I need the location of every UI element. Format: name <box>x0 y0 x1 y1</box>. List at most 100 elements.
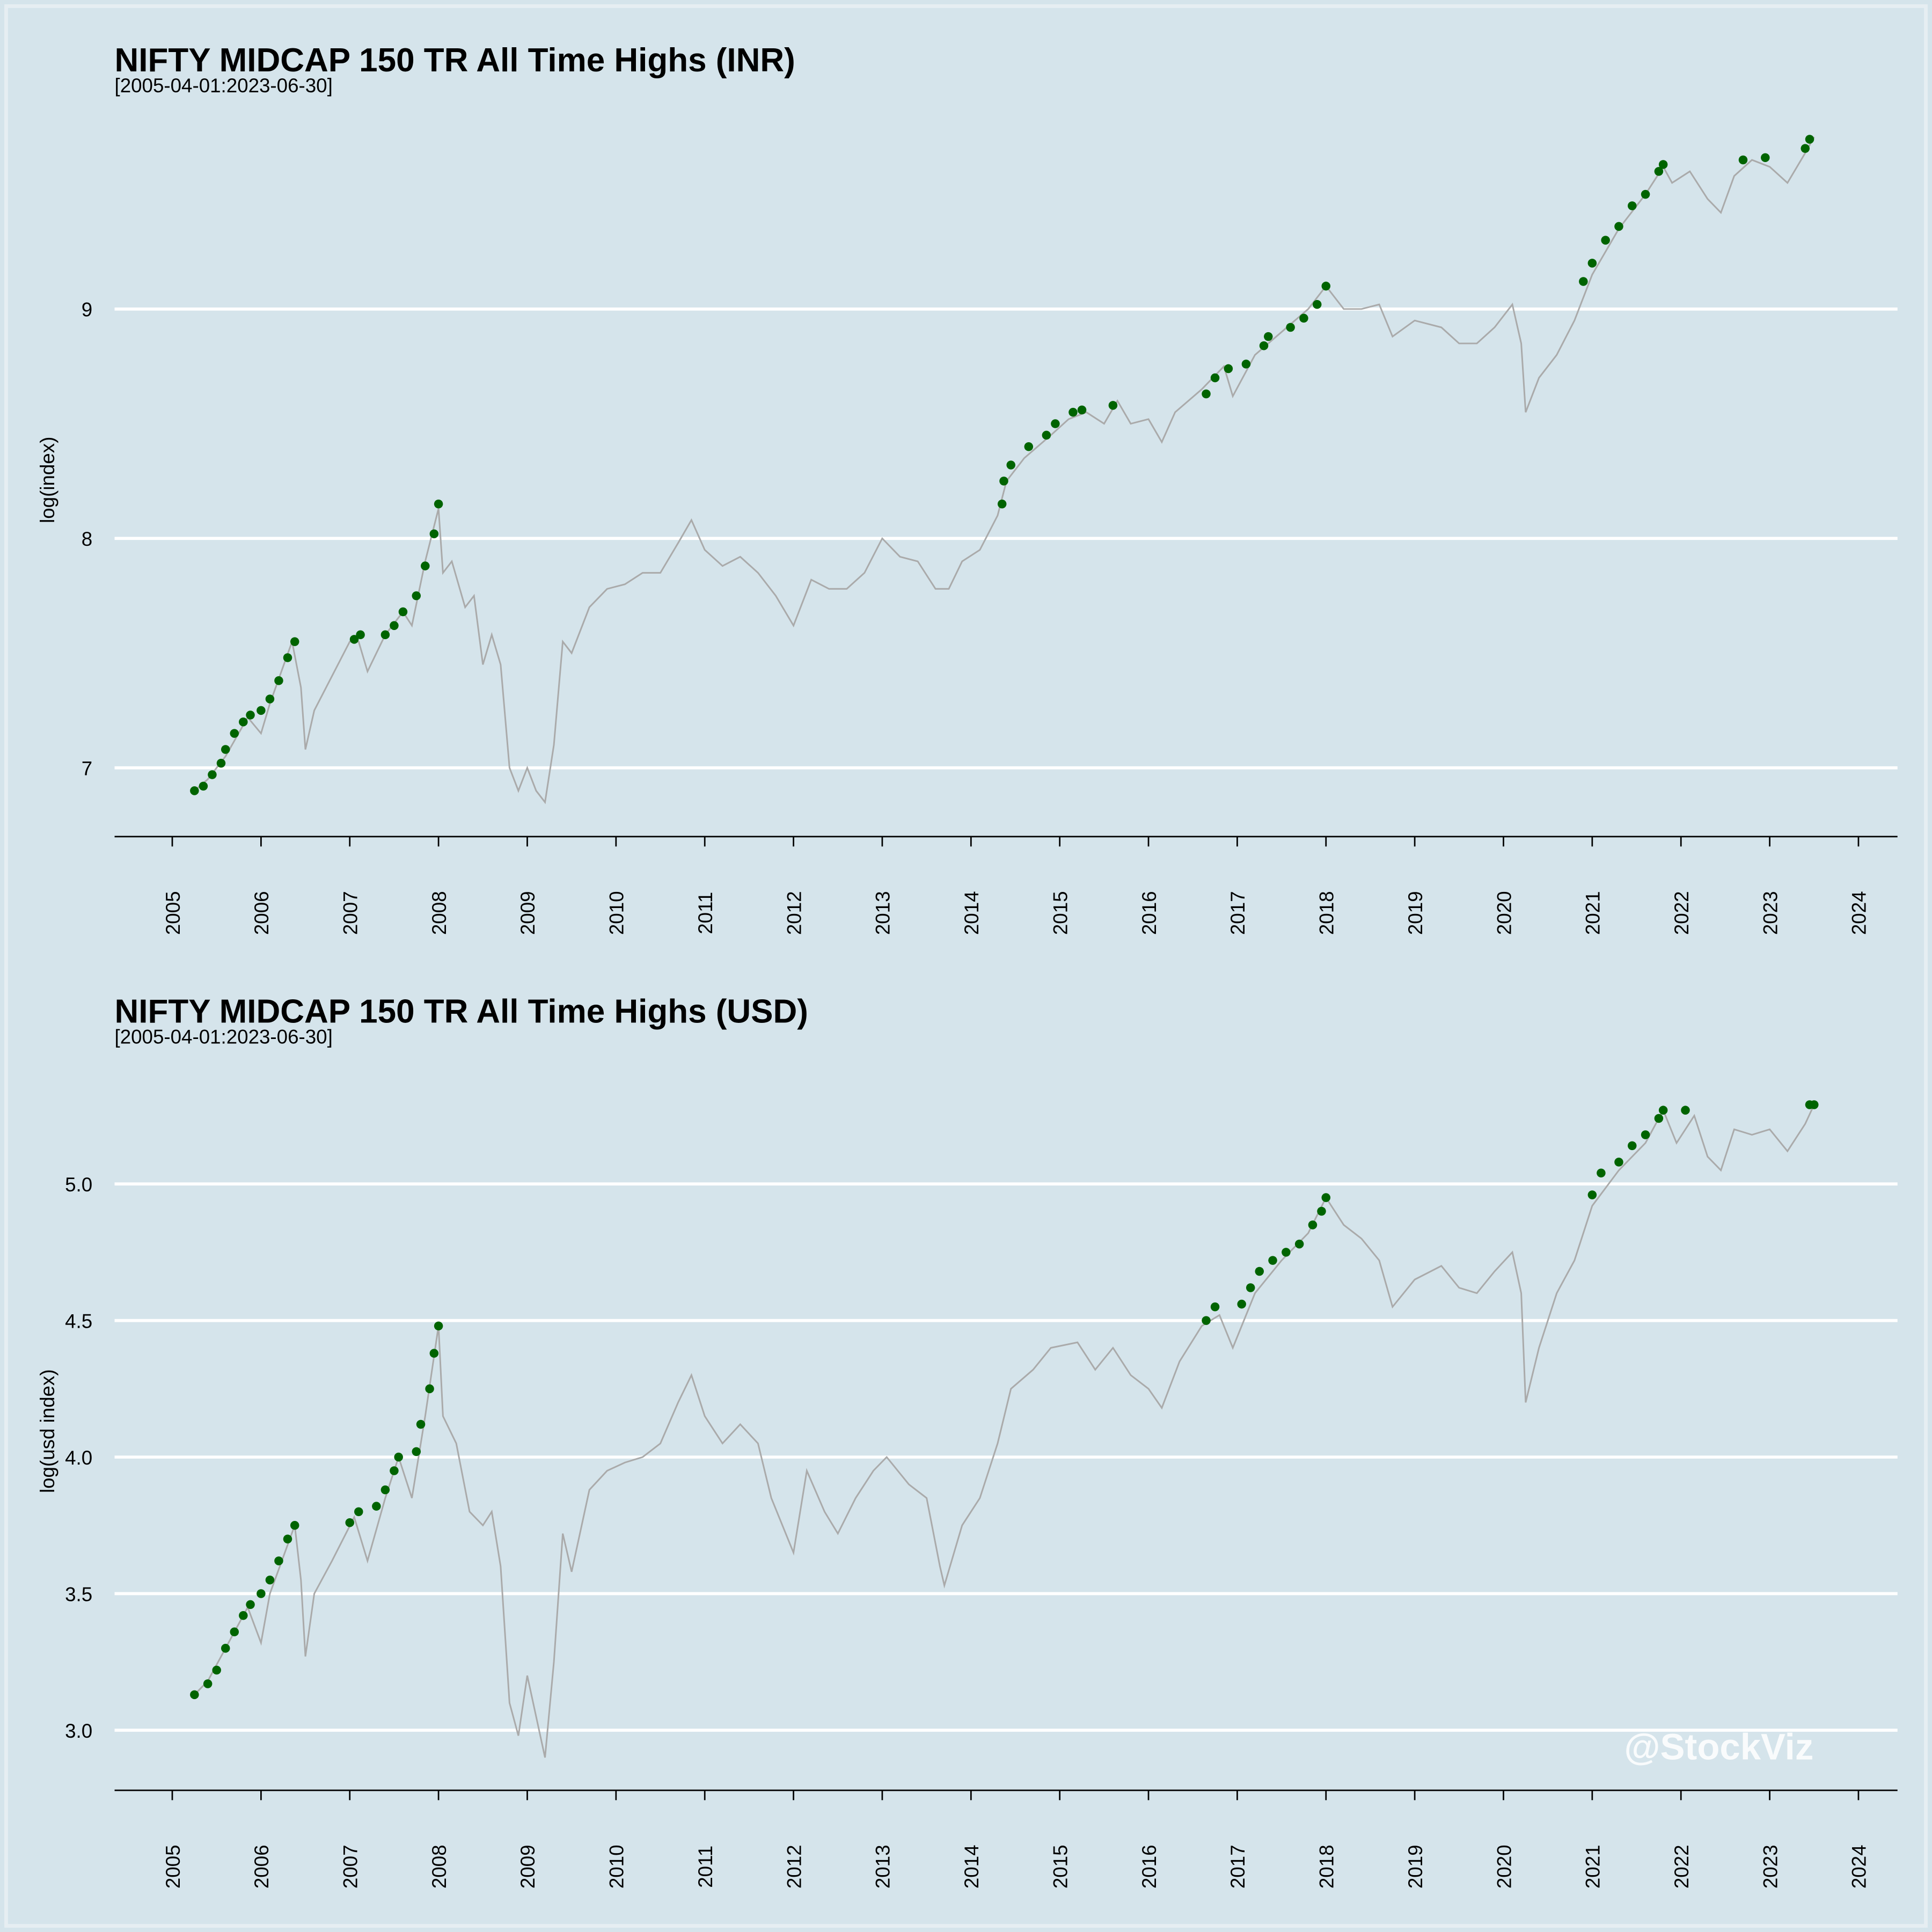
y-tick-label: 8 <box>82 528 92 550</box>
y-tick-label: 5.0 <box>65 1174 92 1196</box>
x-tick-label: 2019 <box>1404 891 1426 935</box>
y-tick-label: 3.0 <box>65 1720 92 1742</box>
ath-point <box>1282 1248 1291 1257</box>
ath-point <box>1006 460 1015 470</box>
ath-point <box>230 1627 239 1637</box>
ath-point <box>380 630 390 640</box>
y-tick-label: 9 <box>82 299 92 321</box>
ath-point <box>999 477 1008 486</box>
x-tick-label: 2005 <box>162 891 184 935</box>
x-tick-label: 2007 <box>340 891 362 935</box>
x-tick-label: 2009 <box>517 891 539 935</box>
ath-point <box>345 1518 355 1527</box>
ath-point <box>1614 1158 1623 1167</box>
x-tick-label: 2010 <box>606 1845 628 1889</box>
ath-point <box>1801 144 1810 153</box>
ath-point <box>1312 300 1322 309</box>
ath-point <box>1628 1141 1637 1151</box>
ath-point <box>356 630 365 640</box>
x-tick-label: 2024 <box>1848 891 1870 935</box>
ath-point <box>1241 360 1251 369</box>
x-tick-label: 2016 <box>1138 891 1160 935</box>
ath-point <box>412 591 421 601</box>
ath-point <box>1210 1302 1220 1312</box>
ath-point <box>1587 259 1597 268</box>
ath-point <box>239 1611 248 1620</box>
ath-point <box>412 1447 421 1457</box>
ath-point <box>1294 1239 1304 1249</box>
ath-point <box>380 1485 390 1495</box>
ath-point <box>1587 1190 1597 1199</box>
x-tick-label: 2024 <box>1848 1845 1870 1889</box>
ath-point <box>434 1321 443 1331</box>
ath-point <box>1051 419 1060 428</box>
x-tick-label: 2018 <box>1316 1845 1338 1889</box>
ath-point <box>1259 341 1269 350</box>
ath-point <box>1246 1283 1255 1292</box>
x-tick-label: 2019 <box>1404 1845 1426 1889</box>
ath-point <box>1042 430 1051 440</box>
ath-point <box>1761 153 1770 162</box>
ath-point <box>246 1600 255 1609</box>
x-tick-label: 2007 <box>340 1845 362 1889</box>
x-tick-label: 2015 <box>1049 1845 1071 1889</box>
ath-point <box>349 635 359 644</box>
ath-point <box>1077 405 1087 415</box>
y-axis-label: log(index) <box>36 437 58 523</box>
ath-point <box>1224 364 1233 374</box>
x-tick-label: 2010 <box>606 891 628 935</box>
ath-point <box>274 676 283 685</box>
ath-point <box>212 1665 221 1675</box>
ath-point <box>246 711 255 720</box>
ath-point <box>283 653 292 662</box>
ath-point <box>265 1575 275 1585</box>
ath-point <box>199 781 208 791</box>
x-tick-label: 2012 <box>783 891 805 935</box>
x-tick-label: 2017 <box>1227 891 1249 935</box>
x-tick-label: 2017 <box>1227 1845 1249 1889</box>
ath-point <box>1024 442 1034 451</box>
ath-point <box>1308 1220 1318 1230</box>
x-tick-label: 2006 <box>251 1845 273 1889</box>
ath-point <box>203 1679 213 1688</box>
chart-subtitle: [2005-04-01:2023-06-30] <box>115 1026 333 1048</box>
x-tick-label: 2008 <box>428 1845 450 1889</box>
x-tick-label: 2020 <box>1493 891 1515 935</box>
ath-point <box>429 1349 439 1358</box>
ath-point <box>221 745 230 754</box>
ath-point <box>390 1466 399 1475</box>
price-line <box>194 1104 1815 1758</box>
ath-point <box>1255 1267 1264 1276</box>
ath-point <box>425 1384 434 1394</box>
ath-point <box>1810 1100 1819 1109</box>
ath-point <box>398 607 408 617</box>
ath-point <box>1654 1114 1664 1123</box>
ath-point <box>290 637 299 646</box>
x-tick-label: 2011 <box>694 1846 716 1888</box>
x-tick-label: 2005 <box>162 1845 184 1889</box>
ath-point <box>1299 313 1308 323</box>
ath-point <box>1317 1206 1326 1216</box>
y-tick-label: 4.0 <box>65 1447 92 1469</box>
ath-point <box>390 621 399 630</box>
chart-title: NIFTY MIDCAP 150 TR All Time Highs (USD) <box>115 993 808 1030</box>
ath-point <box>1264 332 1273 341</box>
x-tick-label: 2022 <box>1671 1845 1693 1889</box>
x-tick-label: 2006 <box>251 891 273 935</box>
chart-title: NIFTY MIDCAP 150 TR All Time Highs (INR) <box>115 42 795 79</box>
x-tick-label: 2016 <box>1138 1845 1160 1889</box>
ath-point <box>1738 155 1748 165</box>
x-tick-label: 2013 <box>872 1845 894 1889</box>
ath-point <box>1321 281 1331 291</box>
ath-point <box>1681 1106 1690 1115</box>
ath-point <box>265 694 275 704</box>
ath-point <box>1321 1193 1331 1202</box>
x-tick-label: 2023 <box>1759 891 1781 935</box>
ath-point <box>1658 1106 1668 1115</box>
ath-point <box>190 1690 199 1700</box>
ath-point <box>283 1534 292 1544</box>
ath-point <box>221 1644 230 1653</box>
ath-point <box>1237 1299 1246 1309</box>
